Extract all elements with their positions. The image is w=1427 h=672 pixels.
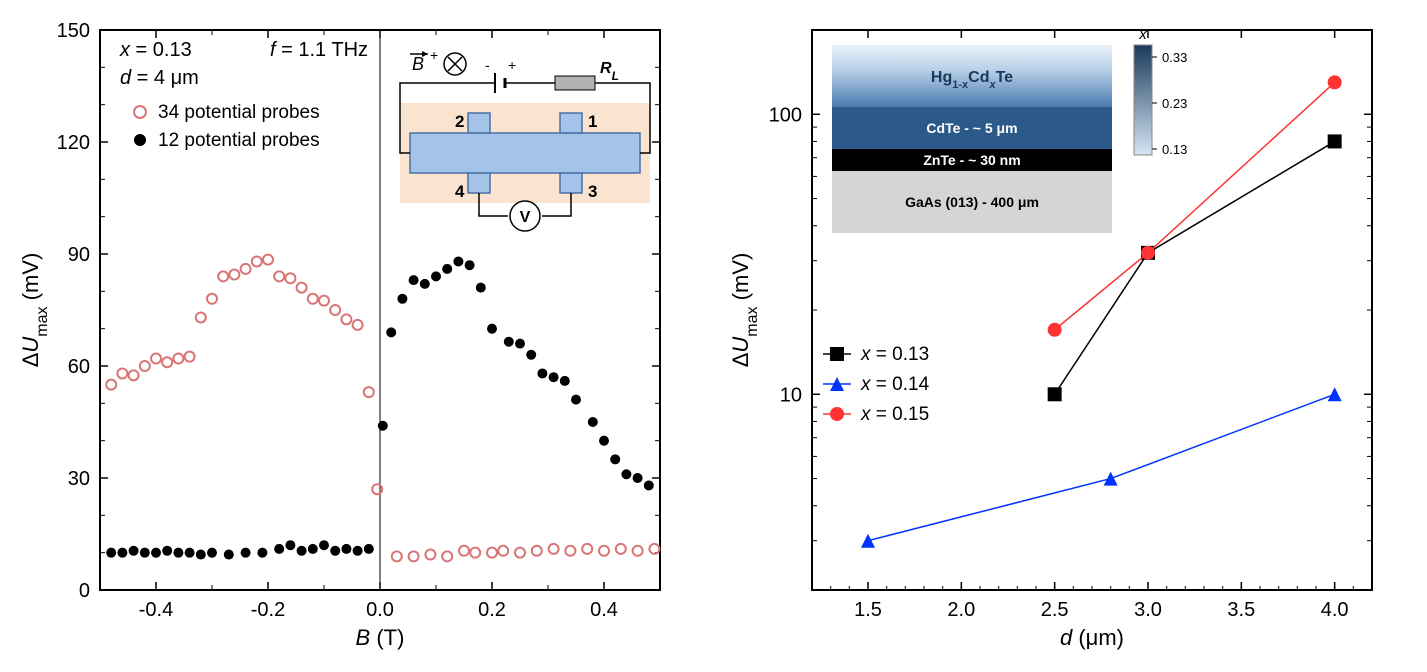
svg-text:100: 100 — [769, 104, 802, 126]
svg-text:d (μm): d (μm) — [1060, 625, 1124, 650]
svg-text:2.0: 2.0 — [947, 599, 975, 621]
svg-text:12 potential probes: 12 potential probes — [158, 130, 320, 151]
left-chart-svg: -0.4 -0.2 0.0 0.2 0.4 0 30 60 90 120 150 B (T) ΔUmax… — [10, 10, 690, 662]
svg-text:x: x — [1138, 26, 1147, 43]
svg-text:V: V — [520, 209, 531, 226]
left-chart-panel: -0.4 -0.2 0.0 0.2 0.4 0 30 60 90 120 150 B (T) ΔUmax… — [10, 10, 690, 662]
svg-text:90: 90 — [68, 244, 90, 266]
svg-text:RL: RL — [600, 60, 619, 83]
svg-text:120: 120 — [57, 132, 90, 154]
svg-text:30: 30 — [68, 468, 90, 490]
svg-text:3: 3 — [588, 182, 597, 201]
svg-text:+: + — [430, 47, 438, 63]
svg-text:CdTe - ~ 5 μm: CdTe - ~ 5 μm — [926, 120, 1017, 136]
svg-text:2: 2 — [455, 112, 464, 131]
svg-text:1: 1 — [588, 112, 597, 131]
svg-text:0.23: 0.23 — [1162, 96, 1187, 111]
svg-text:10: 10 — [780, 384, 802, 406]
svg-text:34 potential probes: 34 potential probes — [158, 102, 320, 123]
svg-text:d = 4 μm: d = 4 μm — [120, 67, 199, 89]
svg-text:B (T): B (T) — [356, 625, 405, 650]
svg-text:150: 150 — [57, 20, 90, 42]
svg-text:1.5: 1.5 — [854, 599, 882, 621]
svg-text:-: - — [485, 57, 490, 73]
svg-text:-0.2: -0.2 — [251, 599, 285, 621]
svg-text:ZnTe - ~ 30 nm: ZnTe - ~ 30 nm — [923, 152, 1020, 168]
svg-text:0.4: 0.4 — [590, 599, 618, 621]
svg-text:+: + — [508, 57, 516, 73]
right-chart-panel: 1.5 2.0 2.5 3.0 3.5 4.0 10 100 d (μm) ΔUmax (mV) x… — [720, 10, 1400, 662]
right-chart-svg: 1.5 2.0 2.5 3.0 3.5 4.0 10 100 d (μm) ΔUmax (mV) x… — [720, 10, 1400, 662]
svg-text:f = 1.1 THz: f = 1.1 THz — [270, 39, 368, 61]
svg-text:-0.4: -0.4 — [139, 599, 173, 621]
svg-text:0.0: 0.0 — [366, 599, 394, 621]
svg-text:3.0: 3.0 — [1134, 599, 1162, 621]
svg-text:ΔUmax (mV): ΔUmax (mV) — [728, 253, 761, 368]
svg-text:60: 60 — [68, 356, 90, 378]
svg-text:0.33: 0.33 — [1162, 50, 1187, 65]
svg-text:2.5: 2.5 — [1041, 599, 1069, 621]
svg-text:x = 0.13: x = 0.13 — [119, 39, 192, 61]
svg-text:ΔUmax (mV): ΔUmax (mV) — [18, 253, 51, 368]
svg-text:x = 0.13: x = 0.13 — [860, 344, 929, 365]
svg-text:B: B — [412, 54, 424, 74]
svg-text:x = 0.14: x = 0.14 — [860, 374, 930, 395]
svg-text:0.2: 0.2 — [478, 599, 506, 621]
svg-text:GaAs (013) - 400 μm: GaAs (013) - 400 μm — [905, 194, 1039, 210]
svg-text:0.13: 0.13 — [1162, 142, 1187, 157]
svg-text:4: 4 — [455, 182, 465, 201]
svg-text:4.0: 4.0 — [1321, 599, 1349, 621]
svg-text:x = 0.15: x = 0.15 — [860, 404, 929, 425]
svg-text:0: 0 — [79, 580, 90, 602]
svg-text:3.5: 3.5 — [1227, 599, 1255, 621]
